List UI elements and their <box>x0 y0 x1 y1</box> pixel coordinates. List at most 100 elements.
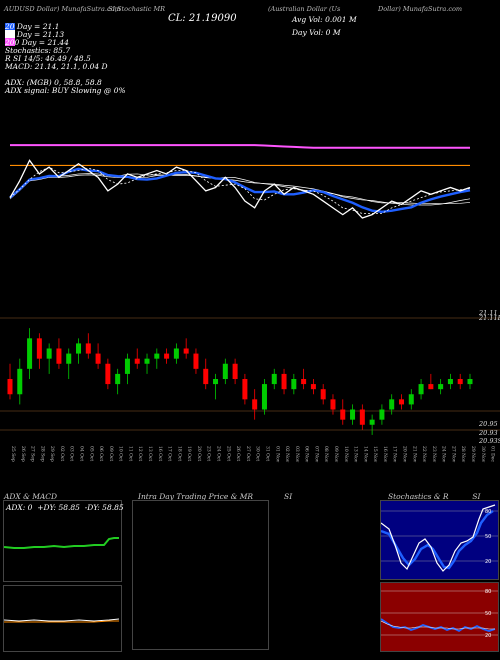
date-tick-label: 20 Oct <box>196 446 202 461</box>
price-label-low1: 20.95 <box>479 420 498 428</box>
date-tick-label: 10 Oct <box>118 446 124 461</box>
date-tick-label: 29 Nov <box>470 446 476 463</box>
ma20-line <box>9 167 471 214</box>
candle-body <box>389 399 395 410</box>
price-label-low2: 20.93 <box>479 429 498 437</box>
ma50-swatch <box>5 30 15 38</box>
ma200-swatch <box>5 38 15 46</box>
date-tick-label: 31 Oct <box>264 446 270 461</box>
date-tick-label: 17 Oct <box>167 446 173 461</box>
date-tick-label: 23 Nov <box>431 446 437 463</box>
header-far: Dollar) MunafaSutra.com <box>378 5 463 13</box>
date-tick-label: 20 Nov <box>401 446 407 463</box>
date-tick-label: 13 Nov <box>353 446 359 463</box>
candle-body <box>467 379 473 385</box>
macd-panel <box>3 585 122 652</box>
stochastics-panel: 80 50 20 <box>380 500 499 580</box>
date-tick-label: 16 Nov <box>382 446 388 463</box>
date-tick-label: 19 Oct <box>186 446 192 461</box>
candle-body <box>56 348 62 364</box>
adx-signal-legend: ADX signal: BUY Slowing @ 0% <box>5 86 126 95</box>
date-tick-label: 03 Oct <box>69 446 75 461</box>
candle-body <box>124 358 130 374</box>
price-chart: 25 Sep 26 Sep 27 Sep 28 Sep 29 Sep 02 Oct 03 O… <box>0 144 500 463</box>
date-tick-label: 09 Oct <box>108 446 114 461</box>
si-legend: R SI 14/5: 46.49 / 48.5 <box>5 54 91 63</box>
date-tick-label: 27 Oct <box>245 446 251 461</box>
date-tick-label: 06 Nov <box>304 446 310 463</box>
ma200-line <box>10 144 470 149</box>
candle-body <box>66 353 72 364</box>
date-tick-label: 21 Nov <box>411 446 417 463</box>
candle-body <box>213 379 219 385</box>
date-tick-label: 06 Oct <box>98 446 104 461</box>
candle-body <box>291 379 297 390</box>
ma20-legend: 20 Day = 21.1 <box>5 22 60 31</box>
date-tick-label: 22 Nov <box>421 446 427 463</box>
date-tick-label: 12 Oct <box>137 446 143 461</box>
candle-body <box>447 379 453 385</box>
candle-body <box>115 373 121 385</box>
date-tick-label: 30 Oct <box>255 446 261 461</box>
rsi-line <box>381 618 496 633</box>
date-tick-label: 28 Sep <box>39 446 45 462</box>
date-tick-label: 13 Oct <box>147 446 153 461</box>
svg-text:80: 80 <box>485 589 491 595</box>
candle-body <box>36 338 42 359</box>
candle-body <box>281 373 287 390</box>
candle-body <box>183 348 189 354</box>
header-left: AUDUSD Dollar) MunafaSutra.com <box>4 5 121 13</box>
price-label-top2: 21.11Bvol <box>479 314 500 322</box>
date-tick-label: 09 Nov <box>333 446 339 463</box>
date-tick-label: 27 Nov <box>450 446 456 463</box>
svg-text:50: 50 <box>485 534 491 540</box>
candle-body <box>428 384 434 390</box>
header-mid: SI,Stochastic MR <box>108 5 166 13</box>
date-tick-label: 30 Nov <box>480 446 486 463</box>
date-tick-label: 24 Oct <box>216 446 222 461</box>
candle-body <box>164 353 170 359</box>
date-tick-label: 28 Nov <box>460 446 466 463</box>
adx-values: ADX: 0 +DY: 58.85 -DY: 58.85 <box>6 503 124 512</box>
candle-body <box>17 368 23 395</box>
date-tick-label: 04 Oct <box>79 446 85 461</box>
date-tick-label: 25 Oct <box>225 446 231 461</box>
ma200-legend: 200 Day = 21.44 <box>5 38 69 47</box>
date-tick-label: 07 Nov <box>313 446 319 463</box>
candle-body <box>457 379 463 385</box>
candle-body <box>369 419 375 425</box>
candle-body <box>418 384 424 395</box>
date-tick-label: 11 Oct <box>127 446 133 461</box>
date-tick-label: 02 Oct <box>59 446 65 461</box>
price-label-low3: 20.93SSR <box>479 437 500 445</box>
date-axis: 25 Sep 26 Sep 27 Sep 28 Sep 29 Sep 02 Oct 03 O… <box>10 446 500 463</box>
candle-body <box>76 343 82 354</box>
intraday-panel <box>132 500 269 650</box>
candle-body <box>154 353 160 359</box>
date-tick-label: 01 Dec <box>490 446 496 462</box>
date-tick-label: 01 Nov <box>274 446 280 463</box>
candle-body <box>203 368 209 385</box>
macd-legend: MACD: 21.14, 21.1, 0.04 D <box>5 62 108 71</box>
intraday-title: Intra Day Trading Price & MR SI <box>138 492 293 501</box>
adx-panel: ADX: 0 +DY: 58.85 -DY: 58.85 <box>3 500 124 582</box>
date-tick-label: 26 Sep <box>20 446 26 462</box>
price-line <box>9 159 471 219</box>
candle-body <box>301 379 307 385</box>
stochastics-legend: Stochastics: 85.7 <box>5 46 71 55</box>
candle-body <box>46 348 52 359</box>
candle-body <box>193 353 199 369</box>
date-tick-label: 29 Sep <box>49 446 55 462</box>
date-tick-label: 27 Sep <box>30 446 36 462</box>
date-tick-label: 23 Oct <box>206 446 212 461</box>
close-label: CL: 21.19090 <box>168 13 237 24</box>
candle-body <box>320 389 326 400</box>
moving-averages-panel <box>9 144 471 219</box>
date-tick-label: 15 Nov <box>372 446 378 463</box>
candle-body <box>134 358 140 364</box>
adx-legend: ADX: (MGB) 0, 58.8, 58.8 <box>5 78 102 87</box>
candle-body <box>271 373 277 385</box>
candle-body <box>252 399 258 410</box>
date-tick-label: 08 Nov <box>323 446 329 463</box>
date-tick-label: 16 Oct <box>157 446 163 461</box>
